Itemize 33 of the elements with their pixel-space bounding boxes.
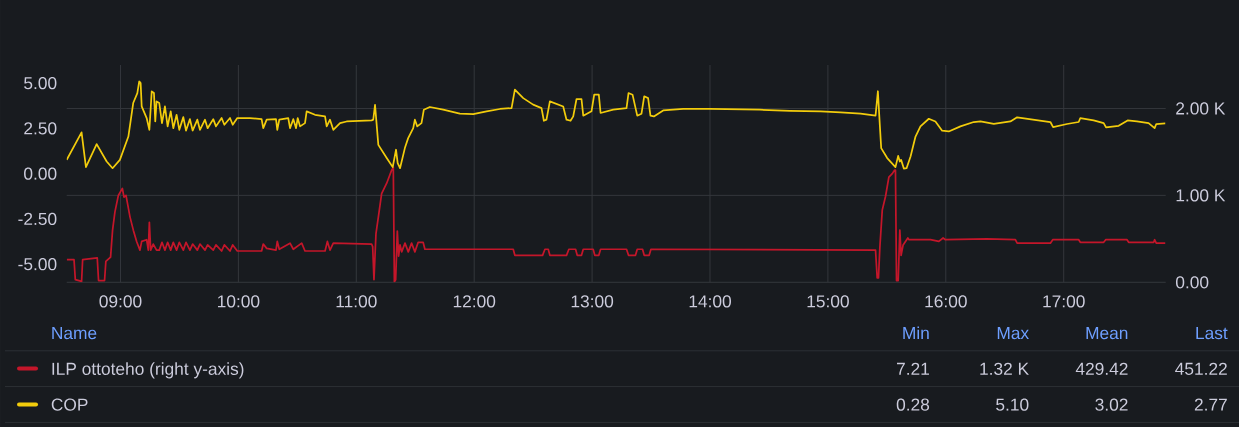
x-tick-label: 12:00 xyxy=(453,295,496,308)
y-tick-label: -5.00 xyxy=(18,258,57,271)
text: 3.02 xyxy=(1095,398,1128,411)
text: 1.32 K xyxy=(980,362,1029,375)
legend-title: Name xyxy=(52,327,97,340)
x-tick-label: 11:00 xyxy=(336,295,377,308)
line-series xyxy=(66,166,1166,283)
y-tick-label: 5.00 xyxy=(24,76,57,90)
x-tick-label: 15:00 xyxy=(807,295,849,308)
x-tick-label: 10:00 xyxy=(218,295,260,308)
text: 0.28 xyxy=(896,398,930,411)
y-tick-label: 0.00 xyxy=(24,167,57,180)
text: Last xyxy=(1196,327,1228,340)
text: 2.77 xyxy=(1194,398,1227,411)
x-tick-label: 17:00 xyxy=(1043,295,1085,308)
x-tick-label: 14:00 xyxy=(689,295,732,308)
text: Mean xyxy=(1086,327,1128,340)
x-tick-label: 16:00 xyxy=(925,295,967,308)
text: 429.42 xyxy=(1075,362,1128,375)
y2-tick-label: 2.00 K xyxy=(1176,102,1226,115)
text: 451.22 xyxy=(1175,362,1227,375)
y2-tick-label: 0.00 xyxy=(1175,276,1209,289)
text: Max xyxy=(997,327,1029,340)
legend-label: COP xyxy=(51,398,88,411)
text: 7.21 xyxy=(897,362,929,375)
text: Min xyxy=(903,326,929,339)
x-tick-label: 09:00 xyxy=(99,295,142,308)
y-tick-label: 2.50 xyxy=(24,122,57,135)
legend-label: ILP ottoteho (right y-axis) xyxy=(52,362,244,379)
x-tick-label: 13:00 xyxy=(571,295,614,308)
y2-tick-label: 1.00 K xyxy=(1176,189,1226,202)
text: 5.10 xyxy=(996,398,1029,411)
y-tick-label: -2.50 xyxy=(18,212,57,226)
